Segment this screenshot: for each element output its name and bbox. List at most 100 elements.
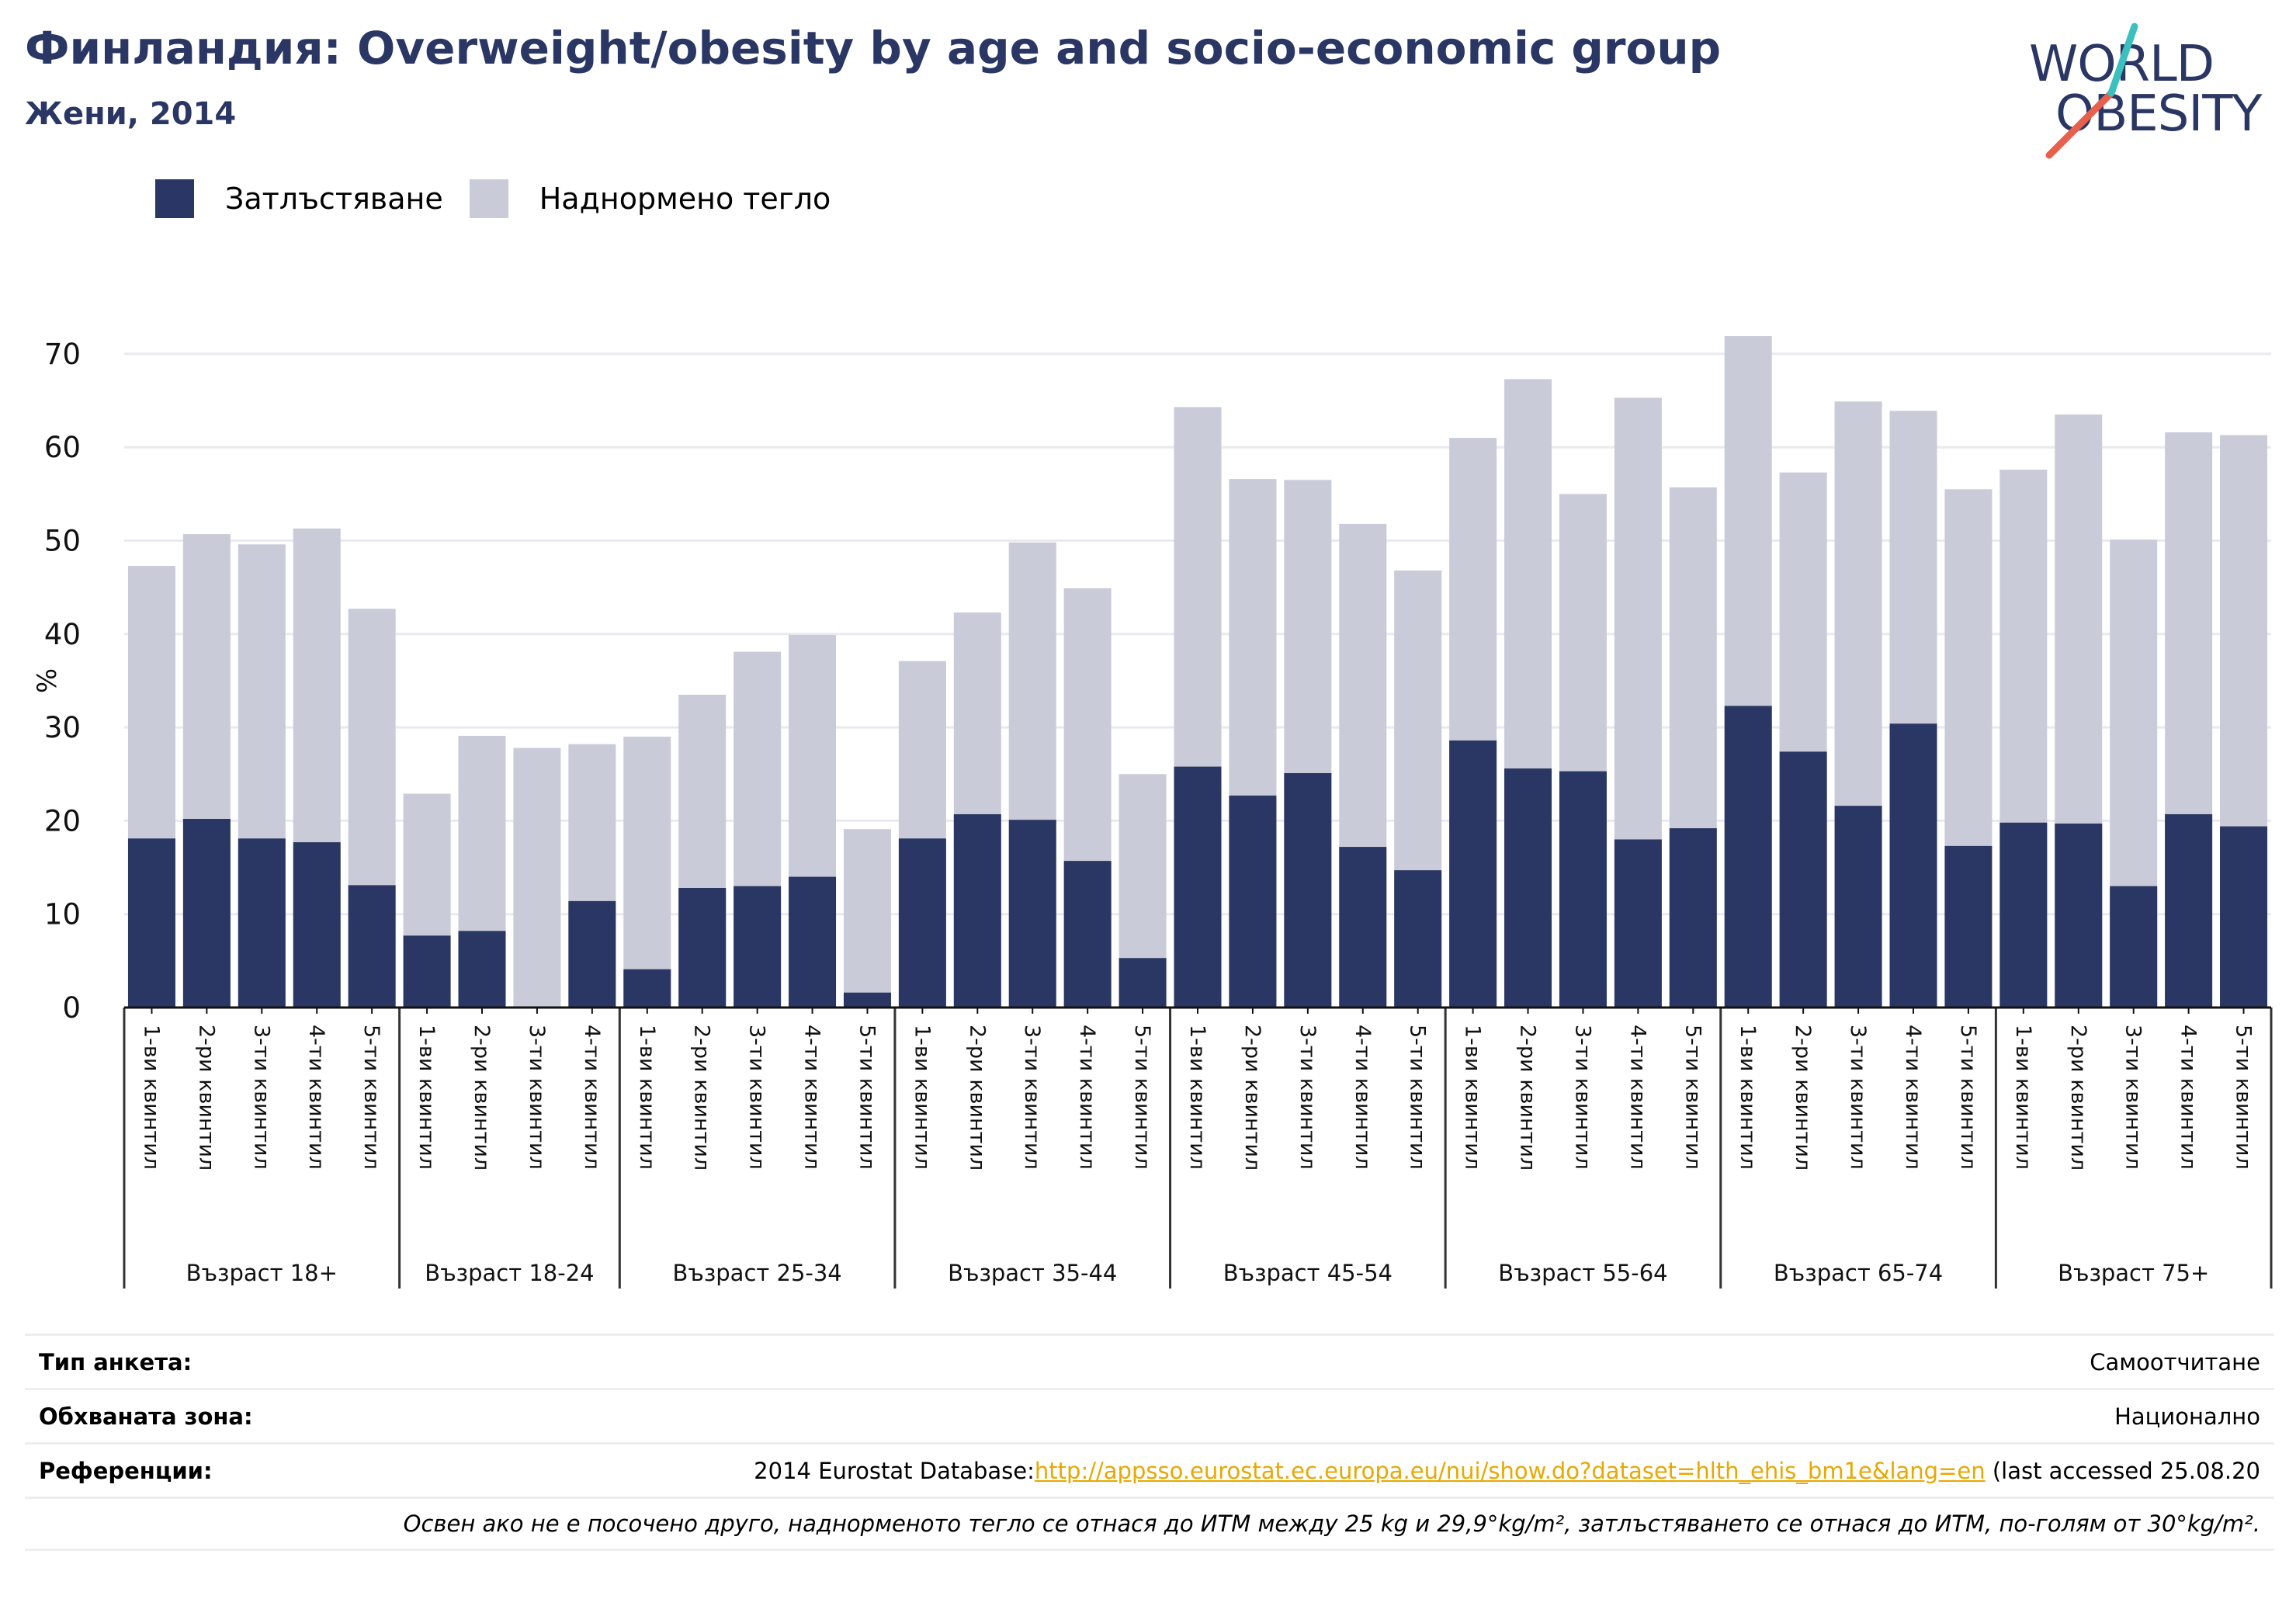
obesity-bar xyxy=(2220,826,2268,1008)
group-label: Възраст 65-74 xyxy=(1774,1260,1943,1286)
obesity-bar xyxy=(1008,820,1056,1008)
obesity-bar xyxy=(734,886,782,1008)
x-tick-label: 4-ти квинтил xyxy=(1625,1025,1649,1170)
chart-subtitle: Жени, 2014 xyxy=(25,96,237,132)
legend-swatch-obesity xyxy=(155,179,194,218)
obesity-bar xyxy=(403,935,451,1008)
survey-type-value: Самоотчитане xyxy=(2090,1348,2260,1375)
obesity-bar xyxy=(2110,886,2158,1008)
y-tick-label: 70 xyxy=(44,338,81,371)
obesity-bar xyxy=(1999,822,2048,1008)
x-tick-label: 2-ри квинтил xyxy=(690,1025,714,1171)
info-row-survey: Тип анкета: Самоотчитане xyxy=(25,1334,2274,1388)
legend-swatch-overweight xyxy=(469,179,508,218)
y-axis-label: % xyxy=(32,668,63,693)
y-tick-label: 20 xyxy=(44,804,81,838)
x-tick-label: 1-ви квинтил xyxy=(414,1025,439,1170)
chart-title: Финландия: Overweight/obesity by age and… xyxy=(25,22,1722,75)
x-tick-label: 5-ти квинтил xyxy=(1680,1025,1705,1170)
logo-slash xyxy=(2045,89,2115,159)
bmi-footnote: Освен ако не е посочено друго, наднормен… xyxy=(403,1511,2260,1537)
x-tick-label: 2-ри квинтил xyxy=(1240,1025,1264,1171)
legend-item-obesity: Затлъстяване xyxy=(155,179,443,218)
info-row-area: Обхваната зона: Национално xyxy=(25,1388,2274,1442)
group-label: Възраст 18-24 xyxy=(425,1260,594,1286)
group-label: Възраст 55-64 xyxy=(1498,1260,1667,1286)
x-tick-label: 1-ви квинтил xyxy=(1185,1025,1209,1170)
obesity-bar xyxy=(293,842,341,1008)
references-suffix: (last accessed 25.08.20 xyxy=(1985,1457,2260,1484)
overweight-bar xyxy=(513,747,561,1008)
x-tick-label: 5-ти квинтил xyxy=(1956,1025,1980,1170)
obesity-bar xyxy=(458,931,506,1008)
obesity-bar xyxy=(1449,740,1497,1008)
x-tick-label: 4-ти квинтил xyxy=(1901,1025,1925,1170)
obesity-bar xyxy=(1944,845,1993,1008)
obesity-bar xyxy=(1779,751,1827,1008)
info-row-references: Референции: 2014 Eurostat Database:http:… xyxy=(25,1442,2274,1497)
obesity-bar xyxy=(2055,824,2103,1008)
legend-label-overweight: Наднормено тегло xyxy=(539,182,831,216)
obesity-bar xyxy=(1669,828,1717,1008)
x-tick-label: 1-ви квинтил xyxy=(1461,1025,1485,1170)
world-obesity-logo: WORLD OBESITY xyxy=(2029,23,2263,159)
x-tick-label: 1-ви квинтил xyxy=(635,1025,659,1170)
x-tick-label: 1-ви квинтил xyxy=(139,1025,163,1170)
obesity-bar xyxy=(1504,768,1552,1008)
y-tick-label: 30 xyxy=(44,711,81,744)
obesity-bar xyxy=(2165,813,2213,1008)
obesity-bar xyxy=(1119,958,1167,1008)
obesity-bar xyxy=(127,838,175,1008)
x-tick-label: 3-ти квинтил xyxy=(745,1025,769,1170)
x-tick-label: 3-ти квинтил xyxy=(1295,1025,1320,1170)
x-tick-label: 4-ти квинтил xyxy=(1075,1025,1099,1170)
x-tick-label: 1-ви квинтил xyxy=(910,1025,934,1170)
overweight-bar xyxy=(843,829,891,1008)
x-tick-label: 4-ти квинтил xyxy=(800,1025,824,1170)
x-tick-label: 5-ти квинтил xyxy=(359,1025,383,1170)
info-row-footnote: Освен ако не е посочено друго, наднормен… xyxy=(25,1497,2274,1551)
group-label: Възраст 45-54 xyxy=(1223,1260,1393,1286)
y-tick-label: 0 xyxy=(62,991,81,1025)
obesity-bar xyxy=(1834,806,1882,1008)
y-tick-label: 50 xyxy=(44,525,81,558)
y-tick-label: 10 xyxy=(44,898,81,931)
group-label: Възраст 25-34 xyxy=(672,1260,841,1286)
legend-label-obesity: Затлъстяване xyxy=(225,182,443,216)
x-tick-label: 3-ти квинтил xyxy=(1846,1025,1870,1170)
references-link[interactable]: http://appsso.eurostat.ec.europa.eu/nui/… xyxy=(1034,1457,1986,1484)
x-tick-label: 4-ти квинтил xyxy=(2176,1025,2201,1170)
y-tick-label: 40 xyxy=(44,618,81,651)
obesity-bar xyxy=(1889,723,1937,1008)
x-tick-label: 1-ви квинтил xyxy=(2011,1025,2035,1170)
x-tick-label: 5-ти квинтил xyxy=(2232,1025,2256,1170)
survey-type-label: Тип анкета: xyxy=(39,1348,192,1375)
obesity-bar xyxy=(1063,861,1112,1008)
x-tick-label: 2-ри квинтил xyxy=(194,1025,218,1171)
references-label: Референции: xyxy=(39,1457,213,1484)
coverage-area-label: Обхваната зона: xyxy=(39,1403,253,1430)
x-tick-label: 3-ти квинтил xyxy=(1020,1025,1044,1170)
info-table: Тип анкета: Самоотчитане Обхваната зона:… xyxy=(25,1334,2274,1551)
x-tick-label: 2-ри квинтил xyxy=(2066,1025,2090,1171)
x-tick-label: 2-ри квинтил xyxy=(965,1025,989,1171)
obesity-bar xyxy=(182,818,231,1008)
overweight-bar xyxy=(623,737,671,1008)
x-tick-label: 3-ти квинтил xyxy=(249,1025,273,1170)
x-tick-label: 3-ти квинтил xyxy=(1570,1025,1594,1170)
obesity-bar xyxy=(623,969,671,1008)
obesity-bar xyxy=(1394,870,1442,1008)
logo-slash-top xyxy=(2107,23,2138,97)
group-label: Възраст 18+ xyxy=(186,1260,338,1286)
obesity-bar xyxy=(238,838,286,1008)
x-tick-label: 5-ти квинтил xyxy=(1130,1025,1154,1170)
chart-legend: Затлъстяване Наднормено тегло xyxy=(155,177,857,220)
obesity-bar xyxy=(1559,771,1607,1008)
obesity-bar xyxy=(898,838,946,1008)
x-tick-label: 3-ти квинтил xyxy=(2121,1025,2145,1170)
obesity-bar xyxy=(789,876,837,1008)
x-tick-label: 1-ви квинтил xyxy=(1736,1025,1760,1170)
group-label: Възраст 35-44 xyxy=(948,1260,1117,1286)
x-tick-label: 2-ри квинтил xyxy=(1516,1025,1540,1171)
references-value: 2014 Eurostat Database:http://appsso.eur… xyxy=(754,1458,2260,1484)
